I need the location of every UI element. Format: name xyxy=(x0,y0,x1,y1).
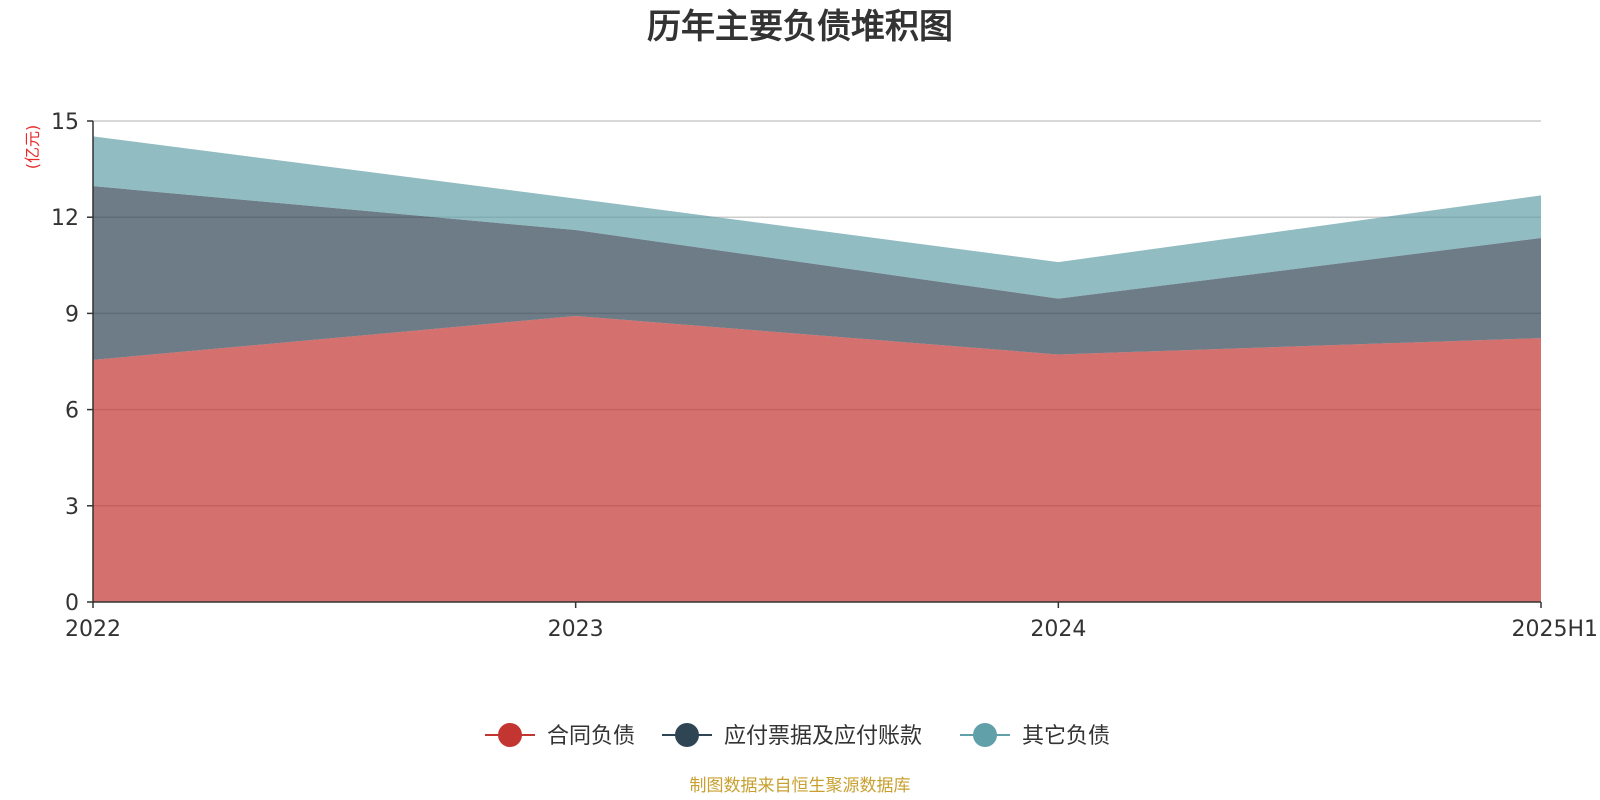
y-tick-label: 0 xyxy=(65,591,79,616)
legend-circle-marker xyxy=(973,723,997,747)
x-tick-label: 2025H1 xyxy=(1511,617,1598,642)
x-tick-label: 2022 xyxy=(65,617,121,642)
legend-label: 其它负债 xyxy=(1022,724,1110,749)
legend-item-1[interactable]: 合同负债 xyxy=(485,723,635,749)
legend-circle-marker xyxy=(675,723,699,747)
chart-title: 历年主要负债堆积图 xyxy=(647,7,953,47)
y-tick-label: 6 xyxy=(65,399,79,424)
y-tick-label: 12 xyxy=(51,206,79,231)
area-series-3 xyxy=(93,136,1541,299)
y-axis-unit-label: (亿元) xyxy=(23,125,42,170)
legend-item-2[interactable]: 应付票据及应付账款 xyxy=(662,723,922,749)
legend-label: 应付票据及应付账款 xyxy=(724,724,922,749)
area-series-2 xyxy=(93,186,1541,360)
area-series-1 xyxy=(93,315,1541,602)
x-tick-label: 2023 xyxy=(548,617,604,642)
data-source-note: 制图数据来自恒生聚源数据库 xyxy=(690,776,911,796)
x-tick-label: 2024 xyxy=(1030,617,1086,642)
legend[interactable]: 合同负债 应付票据及应付账款 其它负债 xyxy=(485,723,1110,749)
legend-item-3[interactable]: 其它负债 xyxy=(960,723,1110,749)
y-tick-label: 3 xyxy=(65,495,79,520)
y-tick-label: 9 xyxy=(65,302,79,327)
x-axis: 2022 2023 2024 2025H1 xyxy=(65,601,1598,642)
area-series-layer xyxy=(93,136,1541,602)
y-tick-label: 15 xyxy=(51,110,79,135)
legend-label: 合同负债 xyxy=(547,724,635,749)
legend-circle-marker xyxy=(498,723,522,747)
y-axis: 0 3 6 9 12 15 xyxy=(51,110,94,616)
